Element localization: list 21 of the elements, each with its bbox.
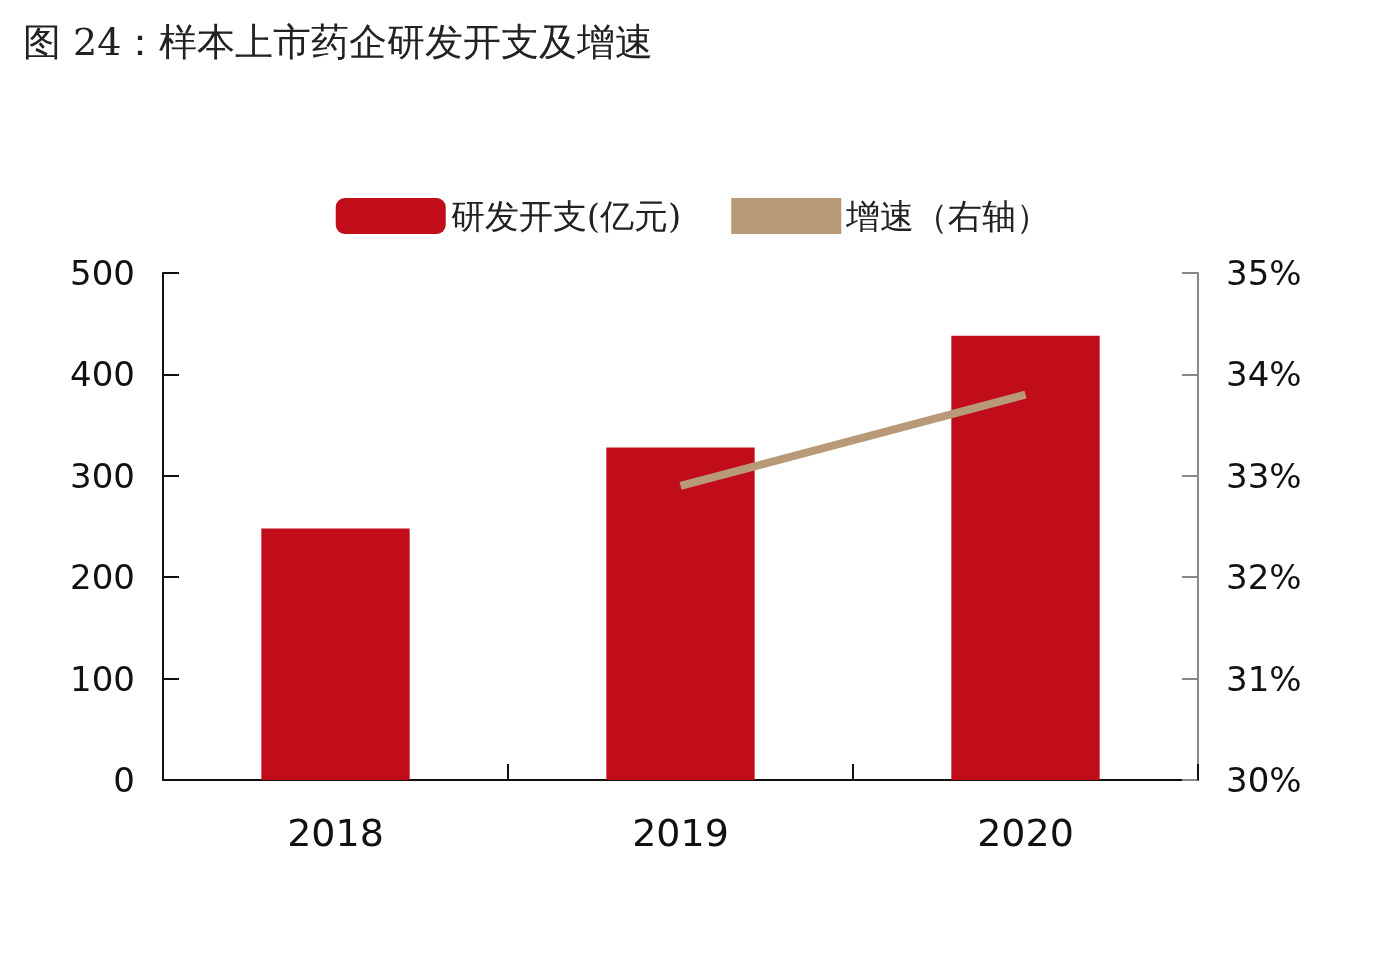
y-tick-label: 300	[70, 455, 135, 496]
legend-label: 增速（右轴）	[845, 196, 1051, 236]
y-tick-label: 200	[70, 557, 135, 598]
y2-tick-label: 34%	[1226, 354, 1302, 395]
legend-label: 研发开支(亿元)	[450, 196, 682, 236]
y-tick-label: 100	[70, 658, 135, 699]
y2-tick-label: 32%	[1226, 557, 1302, 598]
bar	[261, 528, 410, 780]
y-tick-label: 0	[113, 760, 135, 800]
x-tick-label: 2018	[287, 811, 384, 855]
x-tick-label: 2020	[977, 811, 1074, 855]
y2-tick-label: 31%	[1226, 658, 1302, 699]
bar	[951, 335, 1100, 780]
y2-tick-label: 30%	[1226, 760, 1302, 800]
y-tick-label: 500	[70, 253, 135, 293]
y2-tick-label: 33%	[1226, 455, 1302, 496]
y2-tick-label: 35%	[1226, 253, 1302, 293]
chart-title: 图 24：样本上市药企研发开支及增速	[23, 20, 654, 64]
y-tick-label: 400	[70, 354, 135, 395]
bar	[606, 447, 755, 780]
x-tick-label: 2019	[632, 811, 729, 855]
